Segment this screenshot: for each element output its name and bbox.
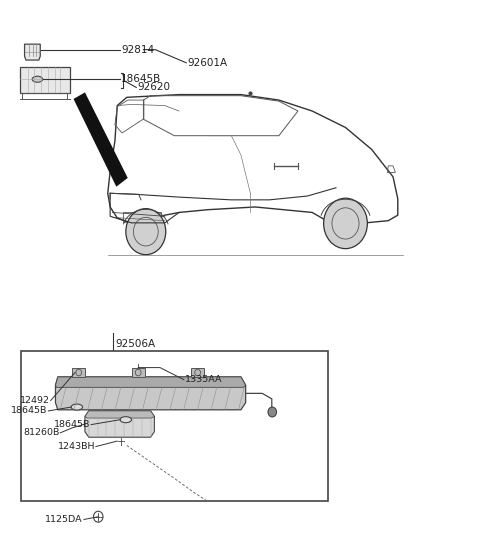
Text: 1125DA: 1125DA xyxy=(46,515,83,524)
Ellipse shape xyxy=(32,76,43,82)
Polygon shape xyxy=(56,377,246,387)
Text: 92814: 92814 xyxy=(121,45,154,55)
Polygon shape xyxy=(24,44,40,60)
Circle shape xyxy=(126,209,166,255)
Text: 18645B: 18645B xyxy=(11,407,48,415)
Bar xyxy=(21,350,328,501)
Polygon shape xyxy=(85,411,155,418)
Text: 92620: 92620 xyxy=(138,83,171,93)
Polygon shape xyxy=(191,368,204,377)
Text: 92601A: 92601A xyxy=(188,58,228,68)
Ellipse shape xyxy=(120,417,132,423)
Bar xyxy=(20,67,70,94)
Polygon shape xyxy=(72,368,85,377)
Polygon shape xyxy=(56,377,246,410)
Circle shape xyxy=(324,198,367,249)
Text: 18645B: 18645B xyxy=(54,420,90,429)
Text: 1243BH: 1243BH xyxy=(58,442,95,451)
Text: 1335AA: 1335AA xyxy=(185,375,222,384)
Text: 81260B: 81260B xyxy=(23,428,59,437)
Circle shape xyxy=(268,407,276,417)
Text: 92506A: 92506A xyxy=(115,339,156,349)
Bar xyxy=(123,212,161,222)
Text: 18645B: 18645B xyxy=(121,74,161,84)
Polygon shape xyxy=(73,93,128,187)
Text: 12492: 12492 xyxy=(20,396,50,405)
Polygon shape xyxy=(132,368,145,377)
Ellipse shape xyxy=(71,404,83,410)
Polygon shape xyxy=(85,411,155,437)
